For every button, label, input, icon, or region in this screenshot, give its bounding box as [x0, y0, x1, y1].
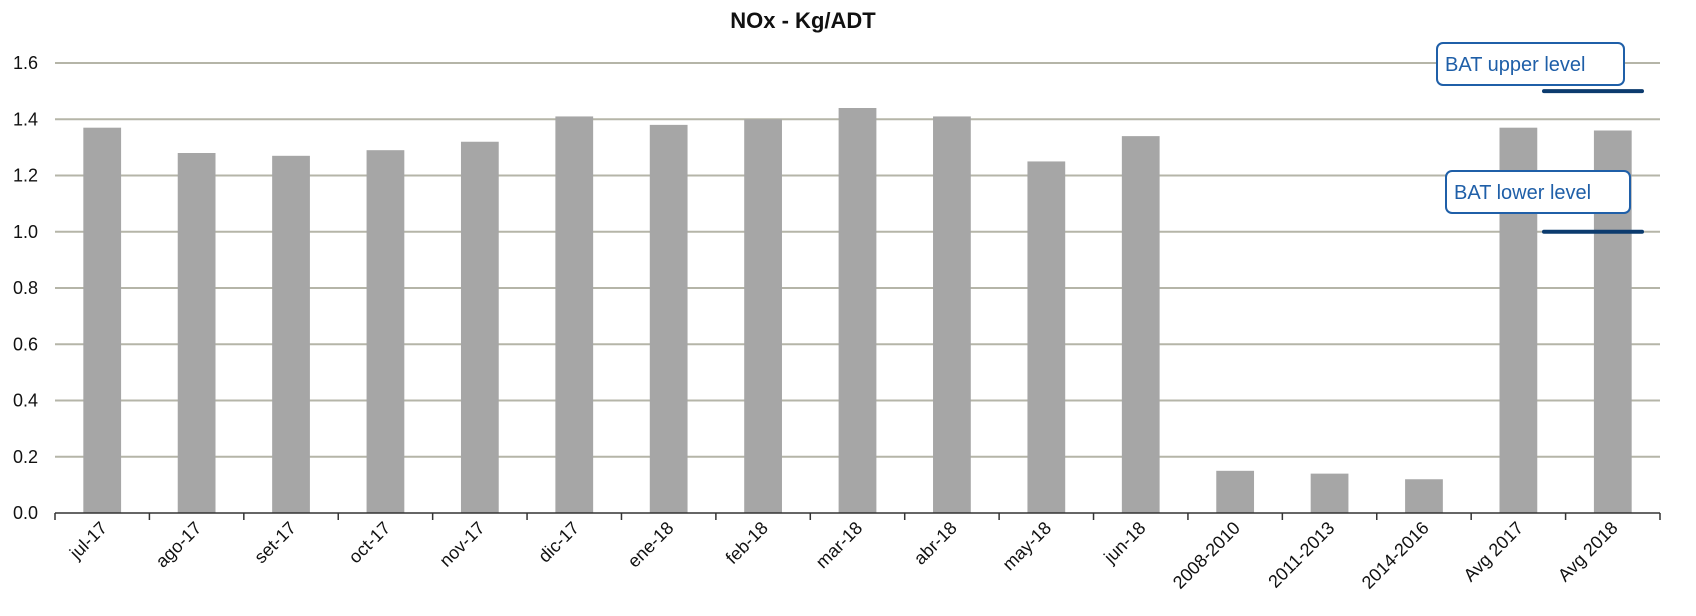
- x-tick-label: ene-18: [624, 518, 678, 572]
- bar: [933, 116, 971, 513]
- y-tick-label: 1.4: [13, 109, 38, 129]
- x-tick-label: jul-17: [65, 518, 111, 564]
- x-tick-label: mar-18: [812, 518, 866, 572]
- y-tick-label: 0.6: [13, 334, 38, 354]
- x-tick-label: 2011-2013: [1264, 518, 1338, 592]
- bar: [1027, 161, 1066, 513]
- y-tick-label: 0.8: [13, 278, 38, 298]
- bar: [744, 119, 782, 513]
- x-tick-label: 2014-2016: [1358, 518, 1433, 593]
- bar: [177, 153, 216, 513]
- x-axis: [54, 512, 1661, 520]
- y-tick-label: 0.2: [13, 447, 38, 467]
- callout-box: [1436, 42, 1625, 86]
- x-tick-label: nov-17: [436, 518, 489, 571]
- bar: [460, 141, 499, 513]
- callout-box: [1445, 170, 1631, 214]
- x-tick-label: Avg 2017: [1460, 518, 1528, 586]
- x-tick-label: Avg 2018: [1554, 518, 1622, 586]
- y-tick-label: 0.4: [13, 391, 38, 411]
- bar: [555, 116, 594, 513]
- callout-label: BAT lower level: [1454, 182, 1591, 204]
- y-axis-ticks: 0.0 0.2 0.4 0.6 0.8 1.0 1.2 1.4 1.6: [13, 53, 38, 523]
- x-axis-labels: jul-17 ago-17 set-17 oct-17 nov-17 dic-17 ene-…: [65, 518, 1622, 593]
- bar: [838, 108, 877, 513]
- bars: [83, 108, 1632, 513]
- callout-label: BAT upper level: [1445, 54, 1585, 76]
- y-tick-label: 1.2: [13, 166, 38, 186]
- bar: [1216, 470, 1255, 513]
- x-tick-label: jun-18: [1099, 518, 1149, 568]
- reference-lines: BAT upper level BAT lower level: [1436, 42, 1644, 234]
- y-tick-label: 1.6: [13, 53, 38, 73]
- bar: [1121, 136, 1160, 513]
- bar: [649, 124, 688, 513]
- x-tick-label: 2008-2010: [1169, 518, 1244, 593]
- bar: [1405, 479, 1443, 513]
- y-tick-label: 0.0: [13, 503, 38, 523]
- y-tick-label: 1.0: [13, 222, 38, 242]
- x-tick-label: ago-17: [152, 518, 206, 572]
- chart-title: NOx - Kg/ADT: [730, 8, 876, 33]
- bar: [272, 155, 310, 513]
- x-tick-label: feb-18: [722, 518, 772, 568]
- x-tick-label: dic-17: [534, 518, 583, 567]
- x-tick-label: set-17: [250, 518, 300, 568]
- bar: [83, 127, 122, 513]
- bar: [1310, 473, 1349, 513]
- x-tick-label: oct-17: [345, 518, 395, 568]
- x-tick-label: abr-18: [910, 518, 961, 569]
- x-tick-label: may-18: [999, 518, 1056, 575]
- bar: [366, 150, 405, 513]
